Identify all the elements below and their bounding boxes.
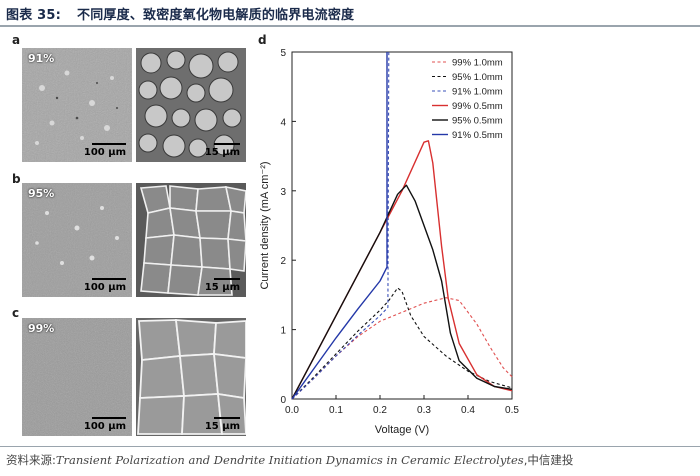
source-citation: Transient Polarization and Dendrite Init…: [55, 453, 524, 467]
legend-label: 99% 0.5mm: [452, 101, 503, 112]
plot-frame: [291, 51, 513, 400]
series-line: [291, 52, 388, 400]
legend-label: 95% 0.5mm: [452, 116, 503, 127]
sem-image-91-low: 91% 100 µm: [22, 48, 132, 162]
y-tick-label: 5: [280, 48, 286, 59]
figure-number: 图表 35:: [6, 8, 62, 23]
x-axis-label: Voltage (V): [375, 424, 429, 436]
scale-label: 15 µm: [204, 421, 240, 432]
legend-label: 99% 1.0mm: [452, 58, 503, 69]
density-label: 95%: [28, 187, 55, 200]
current-density-chart: 0.0 0.1 0.2 0.3 0.4 0.5 0 1 2 3 4 5 Voltage (V) Curre…: [250, 30, 695, 442]
source-suffix: ,中信建投: [523, 453, 574, 467]
y-tick-label: 0: [280, 395, 286, 406]
sem-texture: [136, 318, 246, 436]
y-tick-label: 2: [280, 256, 286, 267]
sem-image-95-low: 95% 100 µm: [22, 183, 132, 297]
scale-bar: [214, 417, 240, 419]
series-line: [291, 184, 513, 400]
density-label: 99%: [28, 322, 55, 335]
scale-bar: [214, 143, 240, 145]
scale-label: 100 µm: [83, 421, 126, 432]
y-axis-label: Current density (mA cm⁻²): [259, 161, 271, 289]
series-line: [291, 297, 513, 400]
y-tick-label: 4: [280, 117, 286, 128]
x-tick-label: 0.2: [373, 405, 387, 416]
scale-bar: [92, 278, 126, 280]
panel-letter-b: b: [12, 172, 21, 186]
panel-letter-a: a: [12, 33, 21, 47]
scale-label: 15 µm: [204, 147, 240, 158]
top-rule: [0, 25, 700, 27]
x-tick-label: 0.3: [417, 405, 431, 416]
bottom-rule: [0, 446, 700, 447]
legend-label: 91% 0.5mm: [452, 130, 503, 141]
y-tick-label: 3: [280, 187, 286, 198]
sem-image-95-high: 15 µm: [136, 183, 246, 297]
sem-image-91-high: 15 µm: [136, 48, 246, 162]
x-tick-label: 0.1: [329, 405, 343, 416]
scale-bar: [92, 417, 126, 419]
density-label: 91%: [28, 52, 55, 65]
sem-texture: [136, 48, 246, 162]
sem-texture: [22, 318, 132, 436]
series-line: [291, 287, 513, 400]
x-tick-label: 0.0: [285, 405, 299, 416]
scale-bar: [92, 143, 126, 145]
figure-caption: 不同厚度、致密度氧化物电解质的临界电流密度: [77, 8, 355, 23]
legend-label: 91% 1.0mm: [452, 87, 503, 98]
series-line: [291, 51, 390, 400]
figure-title: 图表 35: 不同厚度、致密度氧化物电解质的临界电流密度: [6, 4, 355, 23]
scale-label: 15 µm: [204, 282, 240, 293]
series-line: [291, 140, 513, 400]
scale-label: 100 µm: [83, 282, 126, 293]
panel-letter-c: c: [12, 306, 20, 320]
source-prefix: 资料来源:: [6, 453, 56, 467]
x-tick-label: 0.5: [505, 405, 519, 416]
legend-label: 95% 1.0mm: [452, 72, 503, 83]
scale-bar: [214, 278, 240, 280]
x-tick-label: 0.4: [461, 405, 475, 416]
y-tick-label: 1: [280, 326, 286, 337]
sem-image-99-high: 15 µm: [136, 318, 246, 436]
sem-image-99-low: 99% 100 µm: [22, 318, 132, 436]
scale-label: 100 µm: [83, 147, 126, 158]
source-note: 资料来源:Transient Polarization and Dendrite…: [6, 452, 573, 468]
panel-letter-d: d: [258, 33, 267, 47]
chart-svg: 0.0 0.1 0.2 0.3 0.4 0.5 0 1 2 3 4 5 Voltage (V) Curre…: [259, 48, 519, 436]
